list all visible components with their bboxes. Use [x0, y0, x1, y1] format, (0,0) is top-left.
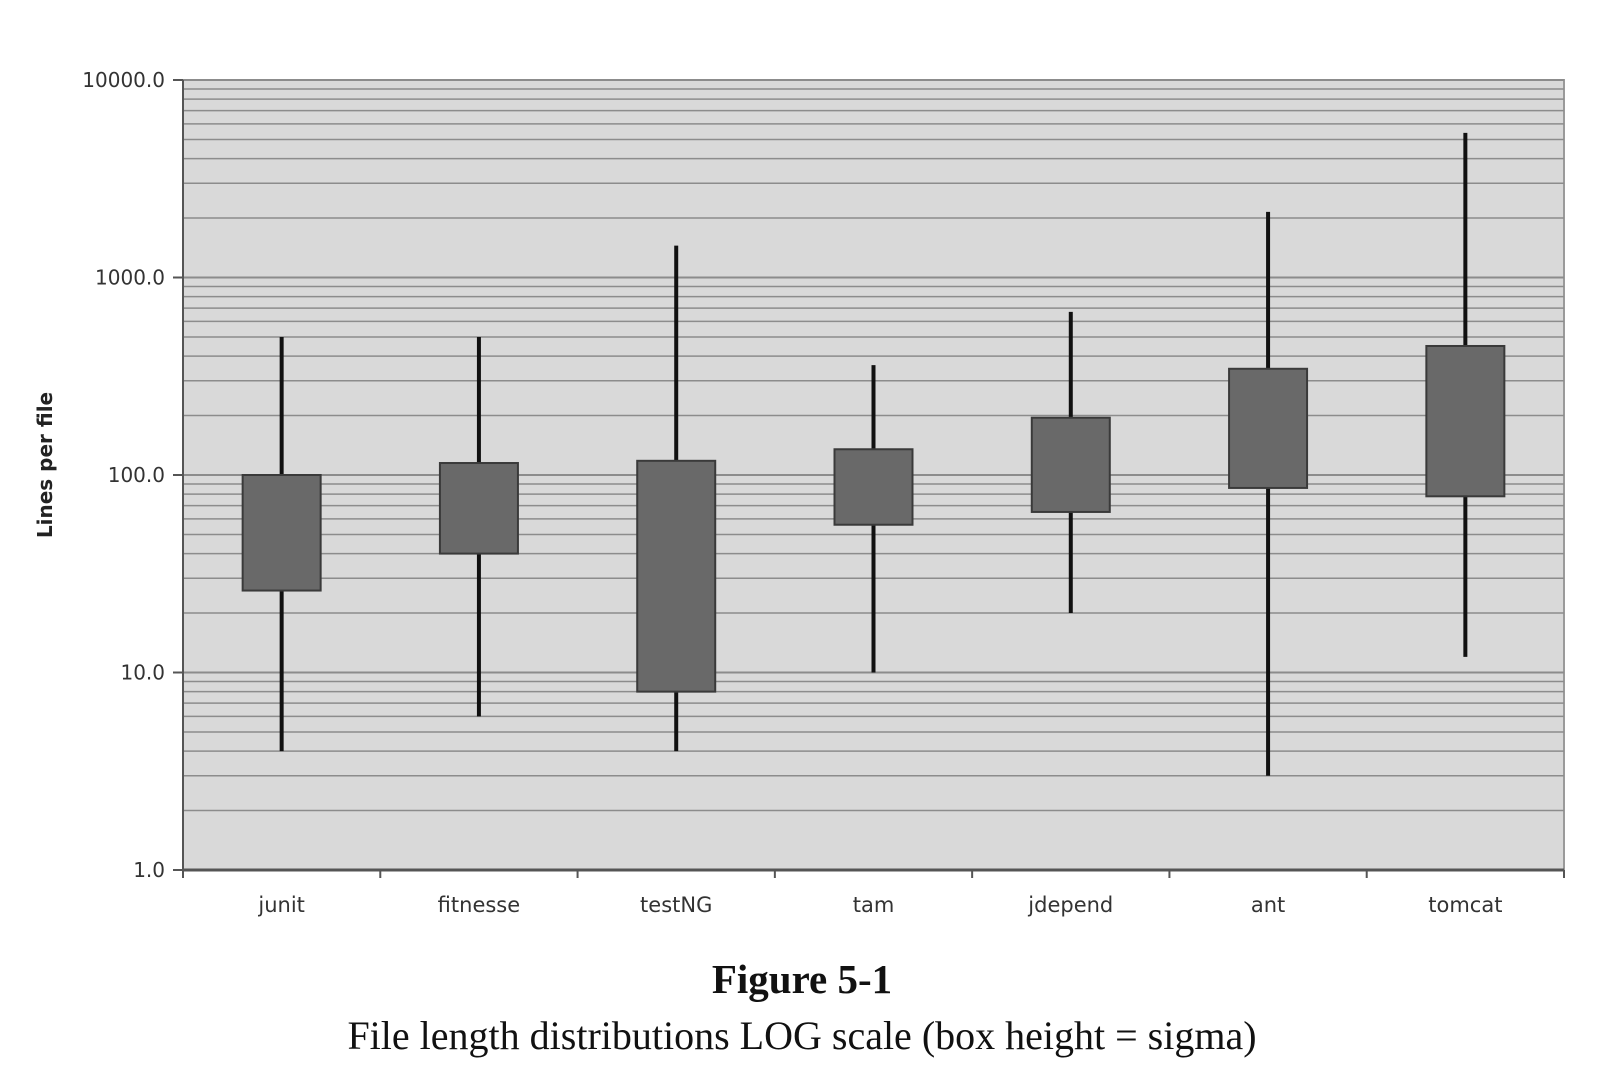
x-tick-label-fitnesse: fitnesse: [438, 893, 521, 917]
box-ant: [1228, 367, 1309, 489]
y-tick-labels: 1.0 10.0 100.0 1000.0 10000.0: [82, 68, 165, 882]
y-axis-title: Lines per file: [33, 392, 57, 538]
box-plot-chart: 1.0 10.0 100.0 1000.0 10000.0 junit fitnesse t…: [33, 68, 1565, 917]
axes: [173, 79, 1565, 878]
x-tick-label-jdepend: jdepend: [1027, 893, 1113, 917]
y-tick-label: 10.0: [120, 661, 165, 685]
box-tam: [833, 448, 914, 526]
box-marks: [241, 132, 1506, 776]
box-testNG: [636, 459, 717, 693]
box-junit: [241, 474, 322, 592]
x-tick-label-testNG: testNG: [640, 893, 712, 917]
figure-caption: File length distributions LOG scale (box…: [347, 1013, 1257, 1058]
x-tick-label-junit: junit: [257, 893, 305, 917]
x-tick-label-tomcat: tomcat: [1428, 893, 1502, 917]
box-tomcat: [1425, 344, 1506, 498]
x-tick-label-ant: ant: [1251, 893, 1285, 917]
x-tick-label-tam: tam: [853, 893, 895, 917]
box-fitnesse: [438, 462, 519, 555]
y-tick-label: 1.0: [133, 858, 165, 882]
y-tick-label: 10000.0: [82, 68, 165, 92]
figure-number: Figure 5-1: [711, 956, 893, 1002]
x-tick-labels: junit fitnesse testNG tam jdepend ant tomcat: [257, 893, 1502, 917]
y-tick-label: 100.0: [108, 463, 165, 487]
y-tick-label: 1000.0: [95, 266, 165, 290]
box-jdepend: [1030, 416, 1111, 513]
